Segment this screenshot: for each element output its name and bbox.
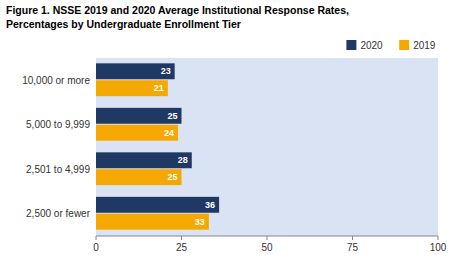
data-label: 33 — [195, 217, 205, 227]
x-tick — [438, 236, 439, 240]
legend-label: 2020 — [360, 40, 383, 51]
chart-svg: Figure 1. NSSE 2019 and 2020 Average Ins… — [0, 0, 451, 264]
legend-label: 2019 — [413, 40, 436, 51]
x-tick-label: 100 — [430, 242, 447, 253]
data-label: 23 — [161, 66, 171, 76]
legend: 2020 2019 — [346, 40, 435, 51]
x-tick-label: 0 — [93, 242, 99, 253]
bar — [96, 108, 182, 124]
title: Figure 1. NSSE 2019 and 2020 Average Ins… — [6, 4, 349, 16]
data-label: 28 — [178, 155, 188, 165]
x-tick — [352, 236, 353, 240]
bar — [96, 63, 175, 79]
bar — [96, 169, 182, 185]
category-label: 2,500 or fewer — [26, 208, 91, 219]
data-label: 36 — [205, 200, 215, 210]
bars — [96, 63, 219, 229]
x-tick — [267, 236, 268, 240]
category-label: 2,501 to 4,999 — [26, 164, 90, 175]
data-label: 25 — [167, 111, 177, 121]
x-tick — [181, 236, 182, 240]
legend-swatch — [346, 40, 356, 50]
data-label: 24 — [164, 128, 174, 138]
bar — [96, 80, 168, 96]
bar — [96, 152, 192, 168]
subtitle: Percentages by Undergraduate Enrollment … — [6, 18, 241, 30]
bar — [96, 214, 209, 230]
x-tick-label: 25 — [176, 242, 188, 253]
bar — [96, 197, 219, 213]
x-tick-label: 75 — [347, 242, 359, 253]
data-labels: 2321252428253633 — [154, 66, 215, 226]
data-label: 25 — [167, 172, 177, 182]
x-tick-label: 50 — [261, 242, 273, 253]
data-label: 21 — [154, 83, 164, 93]
plot-background — [96, 58, 438, 236]
category-label: 10,000 or more — [22, 75, 90, 86]
x-tick — [96, 236, 97, 240]
category-label: 5,000 to 9,999 — [26, 119, 90, 130]
legend-swatch — [399, 40, 409, 50]
chart-container: Figure 1. NSSE 2019 and 2020 Average Ins… — [0, 0, 451, 264]
bar — [96, 125, 178, 141]
